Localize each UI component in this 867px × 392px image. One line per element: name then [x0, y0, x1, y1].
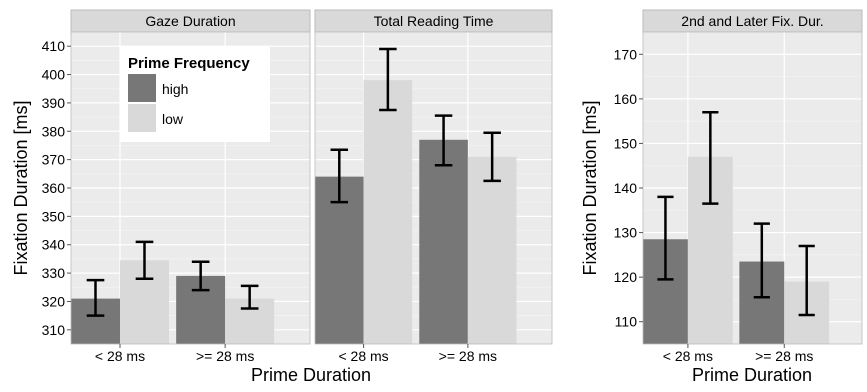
y-tick-label: 350 [42, 208, 66, 224]
y-tick-label: 320 [42, 293, 66, 309]
panel-title: 2nd and Later Fix. Dur. [681, 13, 823, 29]
y-tick-label: 310 [42, 322, 66, 338]
x-tick-label: < 28 ms [95, 348, 145, 364]
x-tick-label: < 28 ms [338, 348, 388, 364]
y-tick-label: 410 [42, 38, 66, 54]
y-tick-label: 340 [42, 237, 66, 253]
legend-label-high: high [162, 81, 188, 97]
y-tick-label: 110 [615, 314, 638, 330]
x-tick-label: >= 28 ms [196, 348, 254, 364]
y-tick-label: 390 [42, 95, 66, 111]
y-tick-label: 140 [614, 180, 638, 196]
y-tick-label: 120 [614, 269, 638, 285]
y-tick-label: 130 [614, 225, 638, 241]
panel-border [314, 31, 553, 345]
y-tick-label: 360 [42, 180, 66, 196]
x-axis-label: Prime Duration [251, 365, 371, 385]
x-tick-label: < 28 ms [663, 348, 713, 364]
x-tick-label: >= 28 ms [755, 348, 813, 364]
y-tick-label: 160 [614, 91, 638, 107]
legend-swatch-low [128, 104, 156, 132]
y-tick-label: 170 [614, 46, 638, 62]
y-axis-label: Fixation Duration [ms] [11, 100, 31, 275]
y-tick-label: 150 [614, 135, 638, 151]
bar-low [467, 156, 517, 344]
x-tick-label: >= 28 ms [439, 348, 497, 364]
bar-high [315, 176, 364, 344]
legend-swatch-high [128, 74, 156, 102]
legend-label-low: low [162, 111, 184, 127]
y-tick-label: 330 [42, 265, 66, 281]
legend-title: Prime Frequency [128, 55, 250, 72]
y-tick-label: 400 [42, 67, 66, 83]
x-axis-label: Prime Duration [692, 365, 812, 385]
y-tick-label: 380 [42, 123, 66, 139]
panel-title: Gaze Duration [145, 13, 235, 29]
y-axis-label: Fixation Duration [ms] [580, 100, 600, 275]
y-tick-label: 370 [42, 152, 66, 168]
bar-high [419, 139, 468, 344]
panel-title: Total Reading Time [374, 13, 494, 29]
bar-low [363, 80, 413, 344]
